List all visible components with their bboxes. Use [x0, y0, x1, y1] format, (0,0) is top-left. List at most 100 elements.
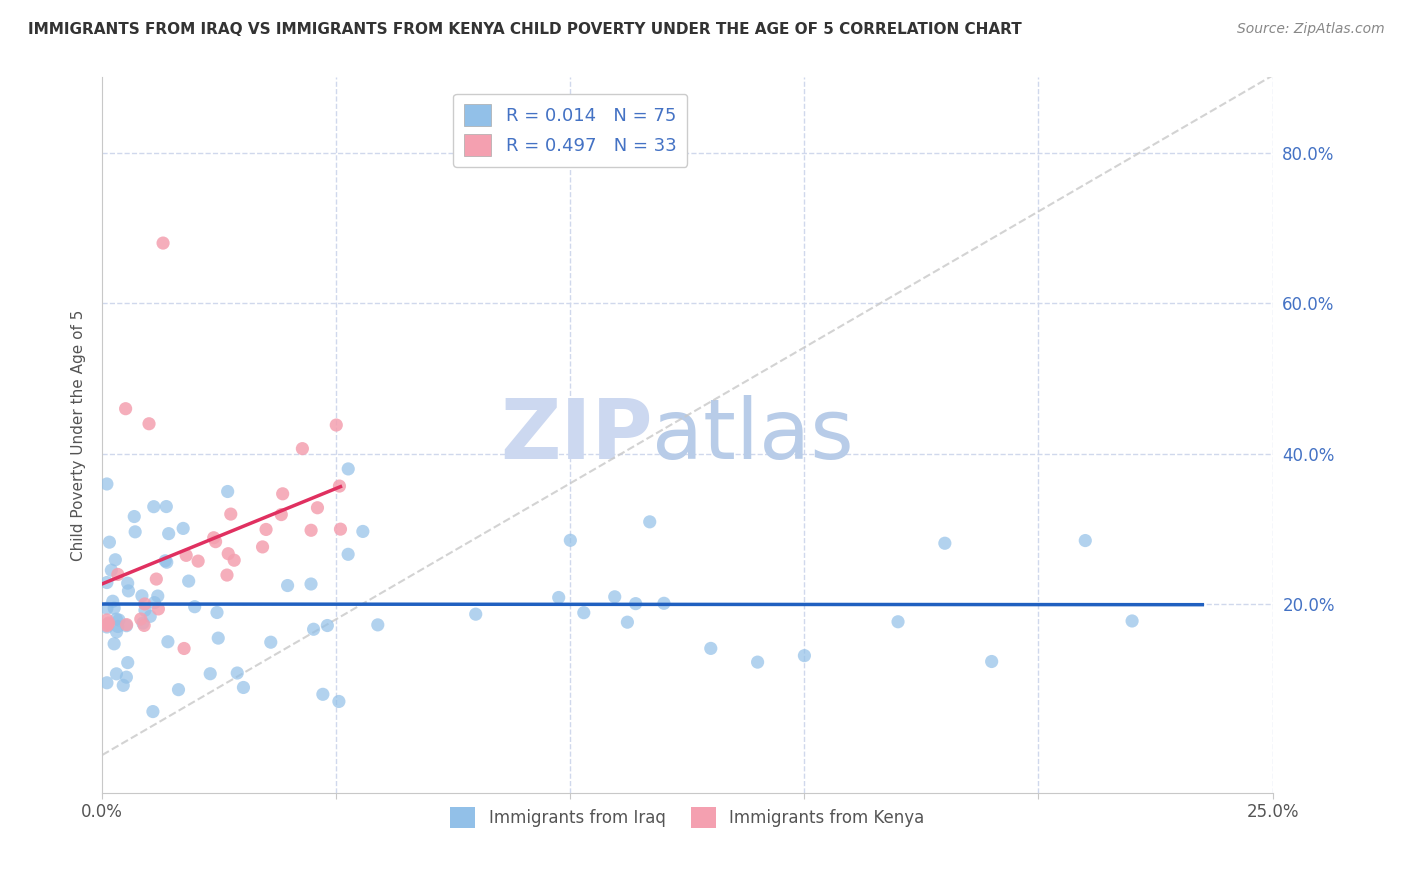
- Point: [174, 549, 197, 563]
- Point: [117, 576, 139, 591]
- Point: [96, 601, 118, 615]
- Point: [302, 622, 325, 636]
- Point: [104, 553, 127, 567]
- Point: [157, 526, 180, 541]
- Point: [156, 634, 179, 648]
- Point: [226, 666, 249, 681]
- Point: [299, 523, 322, 537]
- Point: [117, 656, 139, 670]
- Point: [547, 591, 569, 605]
- Point: [96, 613, 118, 627]
- Y-axis label: Child Poverty Under the Age of 5: Child Poverty Under the Age of 5: [72, 310, 86, 561]
- Point: [603, 590, 626, 604]
- Point: [132, 616, 155, 631]
- Point: [638, 515, 661, 529]
- Point: [270, 508, 292, 522]
- Legend: Immigrants from Iraq, Immigrants from Kenya: Immigrants from Iraq, Immigrants from Ke…: [444, 801, 931, 834]
- Point: [101, 594, 124, 608]
- Point: [152, 235, 174, 250]
- Point: [97, 615, 120, 630]
- Point: [217, 547, 239, 561]
- Point: [134, 618, 156, 632]
- Point: [307, 500, 329, 515]
- Point: [146, 589, 169, 603]
- Point: [156, 555, 179, 569]
- Point: [202, 531, 225, 545]
- Point: [700, 641, 723, 656]
- Point: [224, 553, 246, 567]
- Point: [96, 675, 118, 690]
- Point: [122, 509, 145, 524]
- Point: [200, 666, 222, 681]
- Point: [114, 401, 136, 416]
- Point: [98, 535, 121, 549]
- Point: [217, 484, 239, 499]
- Point: [572, 606, 595, 620]
- Point: [204, 534, 226, 549]
- Point: [183, 599, 205, 614]
- Point: [560, 533, 582, 548]
- Point: [117, 583, 139, 598]
- Point: [100, 563, 122, 577]
- Point: [328, 479, 350, 493]
- Point: [1074, 533, 1097, 548]
- Point: [232, 681, 254, 695]
- Point: [115, 670, 138, 684]
- Point: [107, 567, 129, 582]
- Point: [215, 568, 238, 582]
- Point: [105, 612, 128, 626]
- Point: [337, 547, 360, 561]
- Point: [129, 612, 152, 626]
- Point: [155, 554, 177, 568]
- Point: [652, 596, 675, 610]
- Point: [96, 620, 118, 634]
- Point: [464, 607, 486, 622]
- Point: [134, 597, 156, 611]
- Point: [143, 596, 166, 610]
- Point: [747, 655, 769, 669]
- Point: [155, 500, 177, 514]
- Point: [312, 687, 335, 701]
- Text: IMMIGRANTS FROM IRAQ VS IMMIGRANTS FROM KENYA CHILD POVERTY UNDER THE AGE OF 5 C: IMMIGRANTS FROM IRAQ VS IMMIGRANTS FROM …: [28, 22, 1022, 37]
- Point: [145, 572, 167, 586]
- Point: [291, 442, 314, 456]
- Point: [205, 606, 228, 620]
- Point: [887, 615, 910, 629]
- Point: [207, 631, 229, 645]
- Point: [167, 682, 190, 697]
- Point: [260, 635, 283, 649]
- Point: [138, 417, 160, 431]
- Text: atlas: atlas: [652, 394, 853, 475]
- Point: [108, 613, 131, 627]
- Point: [352, 524, 374, 539]
- Point: [329, 522, 352, 536]
- Point: [103, 601, 125, 615]
- Point: [96, 618, 118, 632]
- Point: [252, 540, 274, 554]
- Point: [142, 705, 165, 719]
- Point: [148, 602, 170, 616]
- Point: [142, 500, 165, 514]
- Point: [172, 521, 194, 535]
- Point: [134, 603, 156, 617]
- Point: [139, 609, 162, 624]
- Point: [367, 618, 389, 632]
- Point: [124, 524, 146, 539]
- Point: [97, 617, 120, 632]
- Point: [103, 637, 125, 651]
- Point: [337, 462, 360, 476]
- Point: [131, 589, 153, 603]
- Point: [96, 575, 118, 590]
- Point: [624, 597, 647, 611]
- Point: [177, 574, 200, 588]
- Point: [328, 694, 350, 708]
- Point: [219, 507, 242, 521]
- Point: [980, 655, 1002, 669]
- Point: [616, 615, 638, 630]
- Point: [96, 477, 118, 491]
- Point: [1121, 614, 1143, 628]
- Point: [271, 487, 294, 501]
- Text: Source: ZipAtlas.com: Source: ZipAtlas.com: [1237, 22, 1385, 37]
- Point: [107, 619, 129, 633]
- Point: [115, 618, 138, 632]
